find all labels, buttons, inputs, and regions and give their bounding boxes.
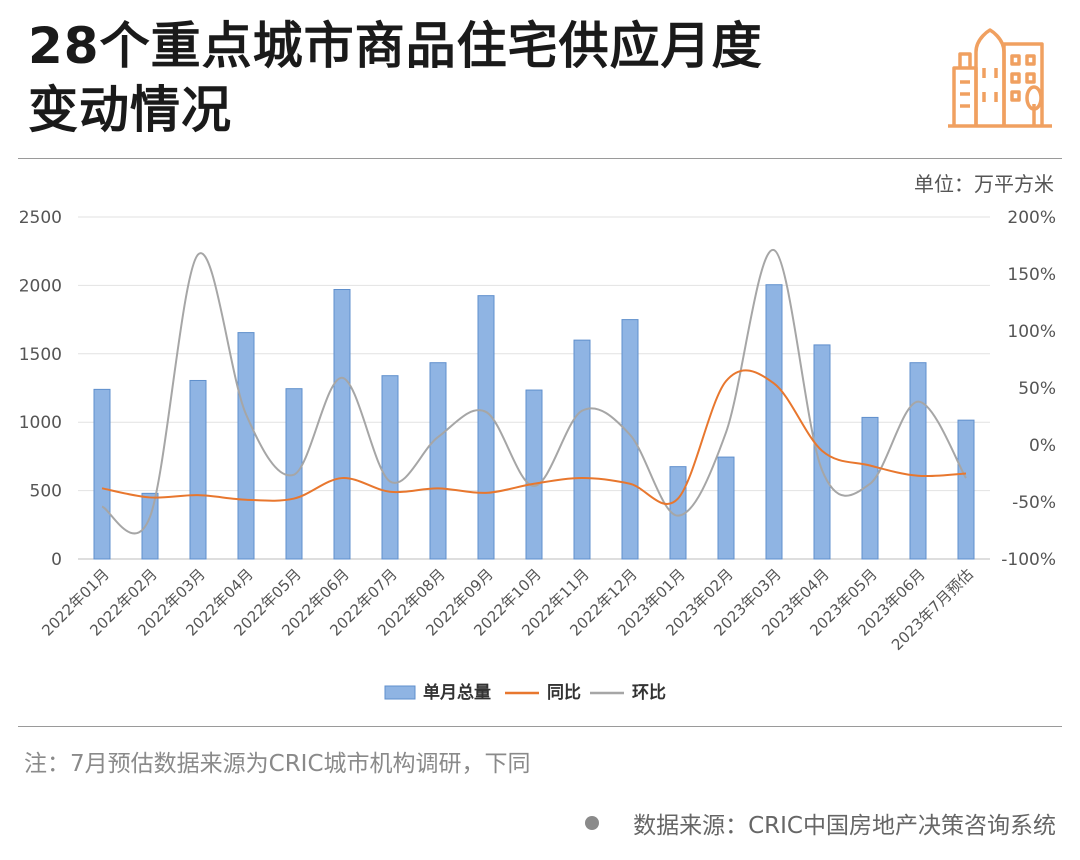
bar: [765, 284, 783, 560]
bar: [957, 419, 975, 560]
footnote: 注：7月预估数据来源为CRIC城市机构调研，下同: [24, 751, 531, 777]
legend-label-bars: 单月总量: [423, 682, 491, 703]
bar: [381, 375, 399, 560]
y-left-tick-label: 0: [51, 550, 62, 570]
bar: [717, 456, 735, 560]
bar: [525, 389, 543, 560]
source-line: 数据来源：CRIC中国房地产决策咨询系统: [585, 806, 1056, 840]
chart-title-line2: 变动情况: [28, 81, 232, 139]
y-left-tick-label: 1500: [19, 345, 62, 365]
legend-label-mom: 环比: [632, 682, 666, 703]
bar: [237, 332, 255, 560]
y-right-tick-label: 200%: [1007, 208, 1056, 228]
bullet-icon: [585, 816, 600, 830]
building-icon: [948, 28, 1052, 128]
yoy-series-line: [101, 369, 967, 505]
bar: [573, 339, 591, 560]
bar: [477, 295, 495, 560]
y-right-tick-label: -100%: [1001, 550, 1056, 570]
y-left-tick-label: 1000: [19, 413, 62, 433]
y-right-tick-label: -50%: [1012, 493, 1056, 513]
source-text: 数据来源：CRIC中国房地产决策咨询系统: [633, 813, 1056, 839]
bar: [189, 379, 207, 560]
chart-title-line1: 28个重点城市商品住宅供应月度: [28, 17, 763, 75]
bar: [429, 362, 447, 560]
supply-chart: 0 500 1000 1500 2000 2500 -100% -50% 0% 50% 100% 15…: [19, 208, 1056, 703]
y-left-tick-label: 2500: [19, 208, 62, 228]
legend-swatch-bars: [384, 685, 416, 700]
y-left-tick-label: 2000: [19, 276, 62, 296]
y-right-tick-label: 0%: [1029, 436, 1056, 456]
y-right-tick-label: 100%: [1007, 322, 1056, 342]
unit-label: 单位：万平方米: [914, 172, 1054, 196]
y-right-tick-label: 50%: [1018, 379, 1056, 399]
y-left-tick-label: 500: [30, 482, 62, 502]
y-right-tick-label: 150%: [1007, 265, 1056, 285]
bar: [333, 289, 351, 560]
bar: [141, 492, 159, 560]
bottom-divider: [18, 726, 1062, 727]
bar: [93, 388, 111, 560]
top-divider: [18, 158, 1062, 159]
legend-label-yoy: 同比: [547, 682, 581, 703]
bar: [909, 362, 927, 560]
x-tick-label: 2023年7月预估: [888, 565, 977, 654]
chart-title: 28个重点城市商品住宅供应月度 变动情况: [28, 14, 888, 142]
bar: [621, 319, 639, 560]
